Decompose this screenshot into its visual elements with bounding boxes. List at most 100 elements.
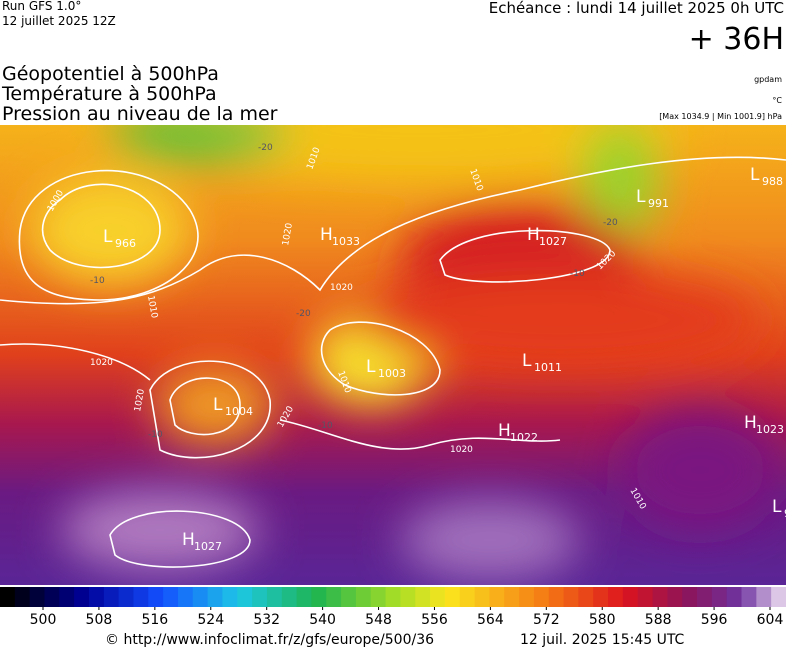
center-value: 1022 [510,431,538,444]
colorbar-tick-label: 508 [86,612,113,628]
center-type: L [772,497,782,517]
colorbar-cell [771,587,786,607]
center-type: L [103,227,113,247]
colorbar-cell [222,587,238,607]
temperature-label: -20 [603,218,618,228]
colorbar-tick-label: 588 [645,612,672,628]
colorbar-cell [133,587,149,607]
colorbar-tick-label: 596 [701,612,728,628]
temperature-label: -10 [148,430,163,440]
colorbar-cell [44,587,60,607]
colorbar-cell [593,587,609,607]
colorbar-cell [74,587,90,607]
colorbar-tick-label: 548 [365,612,392,628]
colorbar-cell [281,587,298,607]
colorbar-cell [207,587,223,607]
colorbar-tick-label: 572 [533,612,560,628]
temperature-label: -10 [318,421,333,431]
colorbar-cell [311,587,327,607]
colorbar-cell [459,587,476,607]
colorbar-cell [682,587,698,607]
center-value: 1027 [194,540,222,553]
center-type: H [744,413,757,433]
colorbar-cell [608,587,624,607]
title-line: Pression au niveau de la mer [2,103,278,125]
colorbar-cell [504,587,520,607]
colorbar-cell [14,587,31,607]
colorbar-cell [355,587,372,607]
footer-stamp: 12 juil. 2025 15:45 UTC [520,632,685,648]
colorbar-tick-label: 516 [141,612,168,628]
title-line: Température à 500hPa [1,83,217,105]
colorbar-cell [711,587,728,607]
temperature-label: -10 [570,269,585,279]
unit-label: [Max 1034.9 | Min 1001.9] hPa [659,112,782,121]
center-value: 1003 [378,367,406,380]
colorbar-cell [252,587,268,607]
lead-time: + 36H [689,22,784,57]
colorbar-cell [444,587,461,607]
colorbar-cell [400,587,416,607]
center-value: 966 [115,237,136,250]
colorbar-tick-label: 564 [477,612,504,628]
temperature-label: -10 [90,276,105,286]
isobar-label: 1020 [133,388,147,413]
center-type: H [182,530,195,550]
colorbar-tick-label: 500 [30,612,57,628]
colorbar-cell [519,587,535,607]
colorbar-cell [192,587,209,607]
isobar-label: 1020 [450,445,473,455]
center-type: L [366,357,376,377]
colorbar-cell [103,587,120,607]
center-value: 9 [784,507,786,520]
colorbar-cell [637,587,654,607]
center-value: 991 [648,197,669,210]
colorbar-cell [652,587,668,607]
colorbar-tick-label: 532 [253,612,280,628]
title-line: Géopotentiel à 500hPa [2,63,219,85]
colorbar-cell [430,587,446,607]
isobar-label: 1020 [281,222,295,247]
footer-url: © http://www.infoclimat.fr/z/gfs/europe/… [105,632,434,648]
temperature-label: -20 [296,309,311,319]
colorbar-cell [148,587,164,607]
colorbar-cell [474,587,490,607]
temperature-label: -20 [258,143,273,153]
colorbar-cell [326,587,342,607]
center-type: L [636,187,646,207]
colorbar-cell [237,587,253,607]
colorbar-cell [296,587,312,607]
center-value: 988 [762,175,783,188]
center-type: L [750,165,760,185]
run-label: Run GFS 1.0° [2,0,81,13]
unit-label: °C [772,96,782,105]
colorbar-tick-label: 556 [421,612,448,628]
center-type: H [527,225,540,245]
center-type: H [320,225,333,245]
colorbar-cell [415,587,431,607]
colorbar-tick-label: 524 [197,612,224,628]
center-value: 1004 [225,405,253,418]
colorbar-cell [563,587,579,607]
run-date: 12 juillet 2025 12Z [2,14,116,28]
colorbar-cell [341,587,357,607]
colorbar-cell [622,587,639,607]
colorbar-tick-label: 540 [309,612,336,628]
isobar-label: 1010 [145,295,159,320]
center-value: 1011 [534,361,562,374]
center-value: 1023 [756,423,784,436]
colorbar-tick-label: 580 [589,612,616,628]
colorbar-cell [741,587,757,607]
center-value: 1033 [332,235,360,248]
colorbar-cell [118,587,134,607]
colorbar-cell [0,587,16,607]
colorbar-cell [88,587,105,607]
colorbar-cell [697,587,713,607]
isobar-label: 1020 [90,358,113,368]
center-value: 1027 [539,235,567,248]
colorbar-cell [756,587,772,607]
colorbar-cell [29,587,45,607]
colorbar-cell [59,587,75,607]
colorbar-cell [489,587,505,607]
